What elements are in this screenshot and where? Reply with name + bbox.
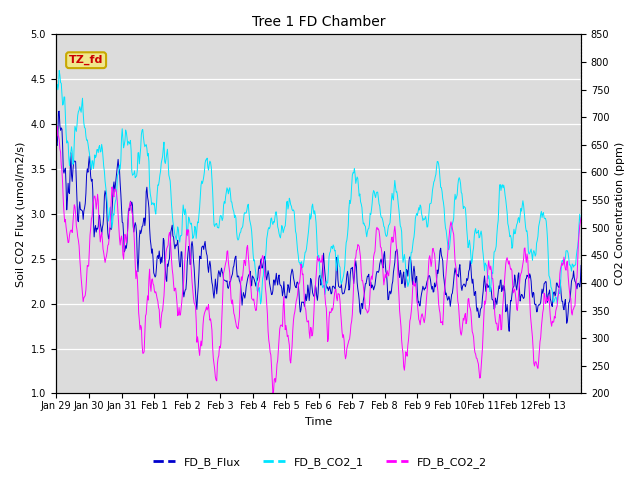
- X-axis label: Time: Time: [305, 417, 332, 427]
- Y-axis label: Soil CO2 Flux (umol/m2/s): Soil CO2 Flux (umol/m2/s): [15, 141, 25, 287]
- Title: Tree 1 FD Chamber: Tree 1 FD Chamber: [252, 15, 385, 29]
- Legend: FD_B_Flux, FD_B_CO2_1, FD_B_CO2_2: FD_B_Flux, FD_B_CO2_1, FD_B_CO2_2: [148, 452, 492, 472]
- Y-axis label: CO2 Concentration (ppm): CO2 Concentration (ppm): [615, 142, 625, 286]
- Text: TZ_fd: TZ_fd: [69, 55, 103, 65]
